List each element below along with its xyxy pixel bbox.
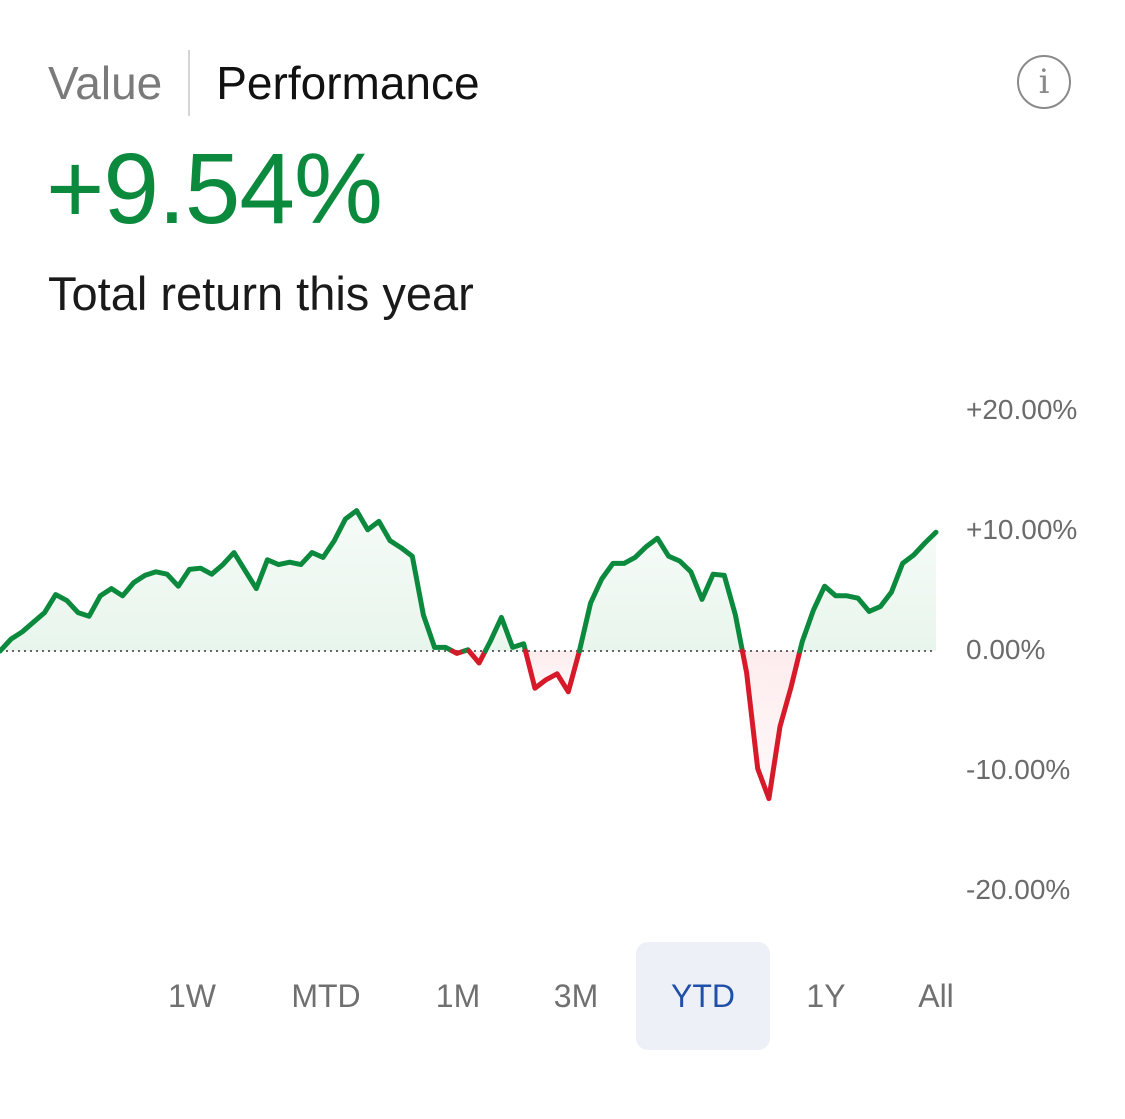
y-tick-label: -10.00% — [966, 754, 1071, 785]
range-1w[interactable]: 1W — [168, 977, 216, 1014]
performance-chart — [0, 508, 939, 802]
series-line-positive — [482, 614, 528, 654]
y-tick-label: +20.00% — [966, 394, 1078, 425]
series-line-negative — [739, 648, 803, 802]
positive-area-fill — [579, 538, 743, 651]
series-line-positive — [576, 535, 745, 654]
tab-divider — [188, 50, 191, 116]
series-line-positive — [0, 508, 455, 654]
y-tick-label: +10.00% — [966, 514, 1078, 545]
tab-performance[interactable]: Performance — [216, 57, 480, 109]
range-selector: 1W MTD 1M 3M YTD 1Y All — [0, 942, 1125, 1050]
total-return-label: Total return this year — [48, 267, 474, 320]
total-return-value: +9.54% — [46, 133, 383, 245]
series-line-negative — [523, 648, 582, 695]
series-line-negative — [466, 648, 488, 666]
info-icon[interactable]: i — [1017, 55, 1071, 109]
y-tick-label: -20.00% — [966, 874, 1071, 905]
range-mtd[interactable]: MTD — [291, 977, 361, 1014]
negative-area-fill — [525, 651, 580, 692]
range-1y[interactable]: 1Y — [806, 977, 846, 1014]
negative-area-fill — [742, 651, 800, 799]
range-all[interactable]: All — [918, 977, 954, 1014]
positive-area-fill — [799, 532, 936, 651]
tab-value[interactable]: Value — [48, 57, 163, 109]
series-line-negative — [449, 648, 467, 656]
range-ytd[interactable]: YTD — [636, 942, 770, 1050]
positive-area-fill — [0, 510, 453, 651]
series-line-positive — [797, 529, 939, 654]
range-1m[interactable]: 1M — [435, 977, 481, 1014]
view-tabs: Value Performance — [48, 48, 480, 118]
y-tick-label: 0.00% — [966, 634, 1046, 665]
range-3m[interactable]: 3M — [553, 977, 599, 1014]
